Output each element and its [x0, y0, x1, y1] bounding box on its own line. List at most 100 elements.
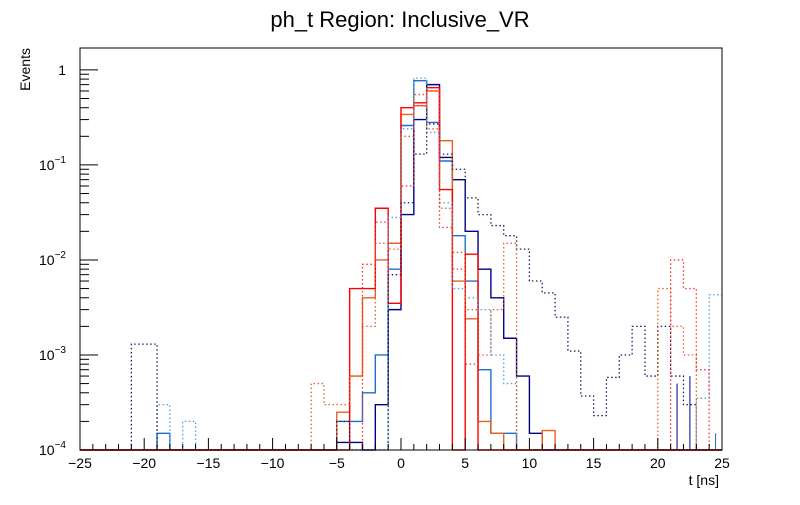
series-2-bin-8	[440, 140, 452, 142]
series-7-bin-11	[697, 369, 709, 371]
series-7-bin-6	[440, 226, 452, 228]
series-3-bin-7	[440, 189, 452, 191]
series-5-bin-11	[491, 225, 503, 227]
series-1-bin-8	[440, 156, 452, 158]
series-1-bin-15	[530, 432, 542, 434]
series-3-bin-3	[389, 302, 401, 304]
series-6-bin-7	[402, 135, 414, 137]
series-2-bin-10	[466, 318, 478, 320]
series-0-bin-6	[402, 124, 414, 126]
series-7-bin-3	[402, 185, 414, 187]
series-2-bin-5	[402, 113, 414, 115]
series-7-bin-1	[376, 221, 388, 223]
series-6-bin-17	[671, 325, 683, 327]
series-5-bin-18	[581, 395, 593, 397]
y-tick-exponent: −4	[55, 440, 67, 451]
series-1-bin-12	[491, 297, 503, 299]
series-5-bin-3	[389, 274, 401, 276]
series-3	[80, 86, 722, 451]
series-0-bin-10	[453, 235, 465, 237]
y-tick-label: 10−2	[39, 250, 66, 268]
series-5-bin-10	[479, 214, 491, 216]
x-tick-label: 5	[461, 455, 469, 471]
series-6-bin-14	[491, 309, 503, 311]
series-5-bin-8	[453, 168, 465, 170]
series-4-bin-13	[697, 397, 709, 399]
series-5-bin-7	[440, 153, 452, 155]
series-0-bin-2	[350, 420, 362, 422]
y-tick-label: 10−1	[39, 155, 66, 173]
x-tick-label: 0	[397, 455, 405, 471]
series-0-bin-14	[504, 432, 516, 434]
series-4-bin-14	[710, 294, 722, 296]
y-tick-exponent: −1	[55, 155, 67, 166]
series-0-bin-11	[466, 280, 478, 282]
series-layer	[80, 77, 722, 451]
series-3-bin-6	[427, 87, 439, 89]
series-4-bin-7	[440, 202, 452, 204]
x-tick-label: 25	[714, 455, 730, 471]
series-5-bin-14	[530, 280, 542, 282]
series-6-bin-8	[414, 94, 426, 96]
series-2-bin-3	[376, 259, 388, 261]
series-1-bin-14	[517, 375, 529, 377]
y-tick-label: 10−3	[39, 345, 66, 363]
series-5-bin-0	[132, 343, 144, 345]
series-1-bin-13	[504, 337, 516, 339]
series-6-bin-6	[389, 248, 401, 250]
series-5-bin-6	[427, 123, 439, 125]
series-5-bin-21	[620, 354, 632, 356]
series-5-bin-26	[684, 404, 696, 406]
chart-title: ph_t Region: Inclusive_VR	[270, 7, 529, 32]
series-6-bin-1	[324, 404, 336, 406]
series-1-bin-3	[376, 404, 388, 406]
series-5-bin-25	[671, 375, 683, 377]
series-5-bin-2	[337, 420, 349, 422]
series-4-bin-11	[491, 354, 503, 356]
series-0-bin-12	[479, 369, 491, 371]
series-5-bin-4	[402, 202, 414, 204]
x-tick-label: 10	[522, 455, 538, 471]
series-6-bin-0	[312, 383, 324, 385]
series-5-bin-20	[607, 376, 619, 378]
series-4-bin-12	[504, 383, 516, 385]
series-3-bin-0	[350, 288, 362, 290]
series-6-bin-5	[376, 242, 388, 244]
series-5-bin-13	[517, 248, 529, 250]
series-6-bin-3	[350, 375, 362, 377]
y-tick-label: 10−4	[39, 440, 66, 458]
series-1-bin-10	[466, 230, 478, 232]
series-5-bin-12	[504, 235, 516, 237]
series-7-bin-4	[414, 105, 426, 107]
series-4-bin-10	[479, 309, 491, 311]
series-2-bin-13	[543, 430, 555, 432]
series-2-bin-0	[337, 411, 349, 413]
series-2-bin-2	[363, 297, 375, 299]
series-3-bin-9	[466, 253, 478, 255]
x-axis-label: t [ns]	[689, 472, 719, 488]
series-0-bin-0	[158, 432, 170, 434]
series-7-bin-5	[427, 90, 439, 92]
series-0-bin-5	[389, 268, 401, 270]
series-7-bin-7	[453, 268, 465, 270]
series-6-bin-10	[440, 207, 452, 209]
series-7-bin-10	[684, 288, 696, 290]
series-4-bin-5	[414, 77, 426, 79]
series-1-bin-4	[389, 309, 401, 311]
series-1-bin-5	[402, 214, 414, 216]
series-6-bin-13	[479, 354, 491, 356]
series-6-bin-2	[337, 404, 349, 406]
series-3-bin-4	[402, 107, 414, 109]
series-1-bin-11	[479, 268, 491, 270]
series-5-bin-1	[145, 343, 157, 345]
x-tick-label: −15	[197, 455, 221, 471]
series-4-bin-6	[427, 131, 439, 133]
series-4-bin-8	[453, 288, 465, 290]
series-6-bin-4	[363, 325, 375, 327]
series-2-bin-12	[491, 432, 503, 434]
y-tick-label: 1	[58, 62, 66, 78]
series-4-bin-0	[158, 404, 170, 406]
x-tick-label: −5	[329, 455, 345, 471]
series-2-bin-11	[479, 420, 491, 422]
series-5-bin-9	[466, 197, 478, 199]
